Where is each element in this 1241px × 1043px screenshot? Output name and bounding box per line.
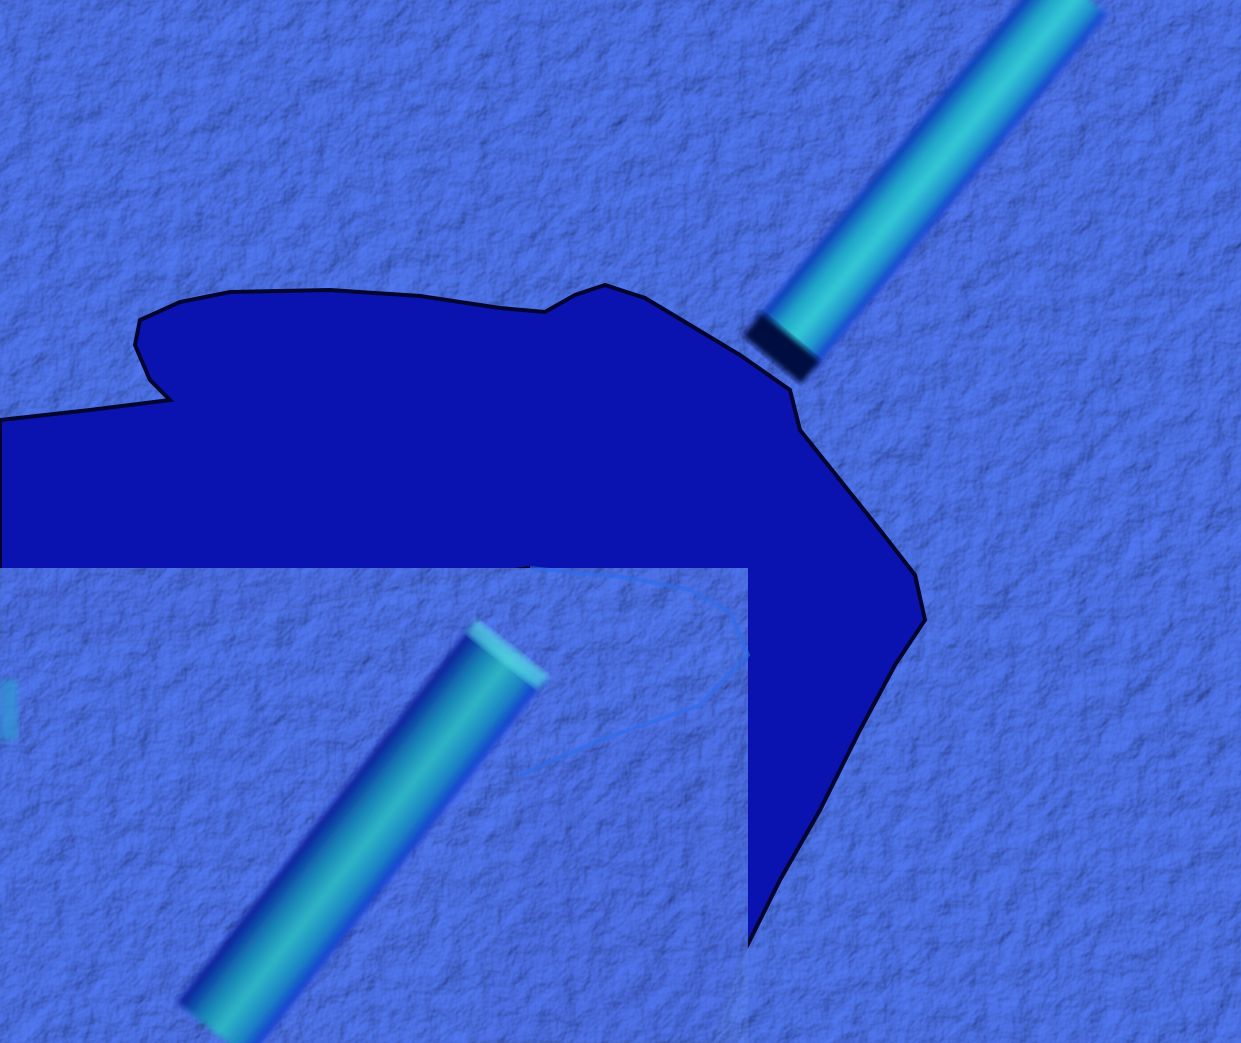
edge-highlight xyxy=(0,680,18,740)
dredged-channel-lower xyxy=(176,618,550,1043)
dredged-channel-upper xyxy=(742,0,1108,385)
spit-edge xyxy=(519,566,751,777)
